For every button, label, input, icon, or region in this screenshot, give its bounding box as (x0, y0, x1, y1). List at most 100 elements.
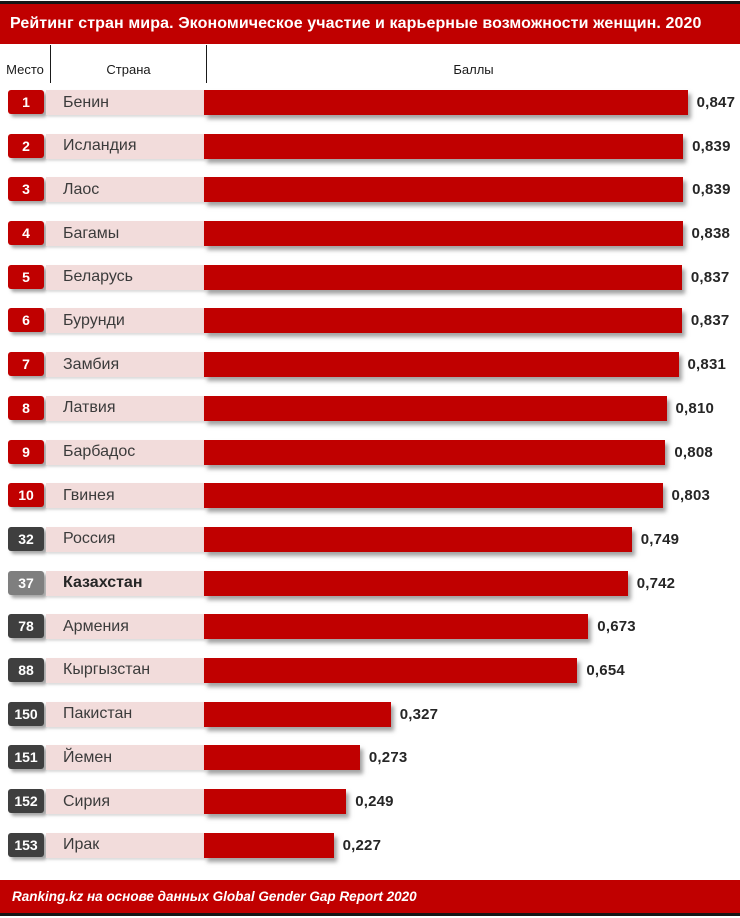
rank-badge: 32 (8, 526, 44, 551)
country-name: Бурунди (63, 311, 125, 329)
table-row: 37 Казахстан 0,742 (0, 570, 740, 596)
table-row: 5 Беларусь 0,837 (0, 264, 740, 290)
score-value: 0,808 (674, 443, 713, 461)
rank-badge: 78 (8, 614, 44, 639)
country-label-strip: Армения (46, 614, 204, 640)
country-label-strip: Латвия (46, 395, 204, 421)
score-value: 0,249 (355, 793, 394, 810)
score-bar (204, 657, 578, 683)
score-bar (204, 832, 334, 858)
score-value: 0,839 (692, 137, 731, 155)
table-row: 1 Бенин 0,847 (0, 90, 740, 115)
country-label-strip: Россия (46, 526, 204, 552)
country-label-strip: Бурунди (46, 308, 204, 334)
country-name: Латвия (63, 399, 116, 417)
table-row: 3 Лаос 0,839 (0, 177, 740, 203)
score-value: 0,837 (690, 268, 730, 286)
country-name: Ирак (63, 836, 100, 854)
country-label-strip: Сирия (46, 789, 204, 814)
score-bar (204, 177, 684, 203)
top-border-rule (0, 1, 740, 4)
score-bar (204, 483, 663, 509)
country-label-strip: Беларусь (46, 264, 204, 290)
table-row: 8 Латвия 0,810 (0, 395, 740, 421)
chart-title-bar: Рейтинг стран мира. Экономическое участи… (0, 4, 740, 44)
table-row: 152 Сирия 0,249 (0, 789, 740, 814)
country-label-strip: Исландия (46, 133, 204, 159)
country-name: Сирия (63, 792, 110, 810)
country-name: Багамы (63, 224, 120, 242)
rank-badge: 37 (8, 570, 44, 595)
score-value: 0,749 (640, 530, 680, 548)
score-value: 0,810 (675, 399, 715, 417)
score-bar (204, 614, 589, 640)
ranking-rows: 1 Бенин 0,847 2 Исландия 0,839 3 Лаос 0,839 4 Бага… (0, 90, 740, 876)
score-bar (204, 133, 684, 159)
rank-badge: 153 (8, 832, 44, 857)
country-label-strip: Казахстан (46, 570, 204, 596)
column-header-country: Страна (50, 45, 207, 83)
country-name: Лаос (63, 180, 100, 198)
rank-badge: 1 (8, 90, 44, 114)
score-bar (204, 439, 666, 465)
table-row: 32 Россия 0,749 (0, 526, 740, 552)
rank-badge: 8 (8, 395, 44, 420)
score-value: 0,839 (692, 181, 731, 199)
country-name: Йемен (63, 748, 113, 766)
table-row: 6 Бурунди 0,837 (0, 308, 740, 334)
country-name: Исландия (63, 137, 137, 155)
score-value: 0,847 (696, 94, 736, 111)
score-bar (204, 264, 682, 290)
rank-badge: 7 (8, 352, 44, 377)
rank-badge: 152 (8, 789, 44, 813)
country-label-strip: Гвинея (46, 483, 204, 509)
country-label-strip: Пакистан (46, 701, 204, 727)
table-row: 9 Барбадос 0,808 (0, 439, 740, 465)
rank-badge: 5 (8, 264, 44, 289)
country-name: Казахстан (63, 574, 143, 592)
score-value: 0,742 (636, 574, 676, 592)
score-value: 0,227 (342, 836, 382, 854)
score-bar (204, 745, 360, 771)
country-label-strip: Йемен (46, 745, 204, 771)
country-name: Армения (63, 617, 129, 635)
table-row: 88 Кыргызстан 0,654 (0, 657, 740, 683)
score-value: 0,831 (687, 356, 727, 374)
country-name: Россия (63, 530, 116, 548)
score-bar (204, 395, 667, 421)
country-label-strip: Барбадос (46, 439, 204, 465)
score-value: 0,327 (399, 705, 439, 723)
country-label-strip: Бенин (46, 90, 204, 115)
score-value: 0,803 (671, 487, 711, 505)
column-headers: Место Страна Баллы (0, 45, 740, 83)
country-label-strip: Багамы (46, 221, 204, 247)
rank-badge: 3 (8, 177, 44, 202)
country-label-strip: Лаос (46, 177, 204, 203)
rank-badge: 150 (8, 701, 44, 726)
score-bar (204, 701, 391, 727)
rank-badge: 151 (8, 745, 44, 770)
score-bar (204, 308, 682, 334)
country-name: Беларусь (63, 268, 133, 286)
table-row: 2 Исландия 0,839 (0, 133, 740, 159)
source-footer-bar: Ranking.kz на основе данных Global Gende… (0, 880, 740, 913)
country-name: Гвинея (63, 486, 115, 504)
country-name: Пакистан (63, 705, 133, 723)
table-row: 150 Пакистан 0,327 (0, 701, 740, 727)
bottom-border-rule (0, 913, 740, 916)
score-bar (204, 526, 632, 552)
rank-badge: 4 (8, 221, 44, 246)
country-name: Кыргызстан (63, 661, 151, 679)
score-bar (204, 570, 628, 596)
score-bar (204, 789, 347, 814)
country-label-strip: Ирак (46, 832, 204, 858)
score-bar (204, 221, 683, 247)
score-value: 0,837 (690, 312, 730, 330)
table-row: 4 Багамы 0,838 (0, 221, 740, 247)
table-row: 151 Йемен 0,273 (0, 745, 740, 771)
rank-badge: 9 (8, 439, 44, 464)
score-value: 0,654 (586, 661, 625, 679)
score-value: 0,838 (691, 225, 731, 243)
rank-badge: 6 (8, 308, 44, 333)
